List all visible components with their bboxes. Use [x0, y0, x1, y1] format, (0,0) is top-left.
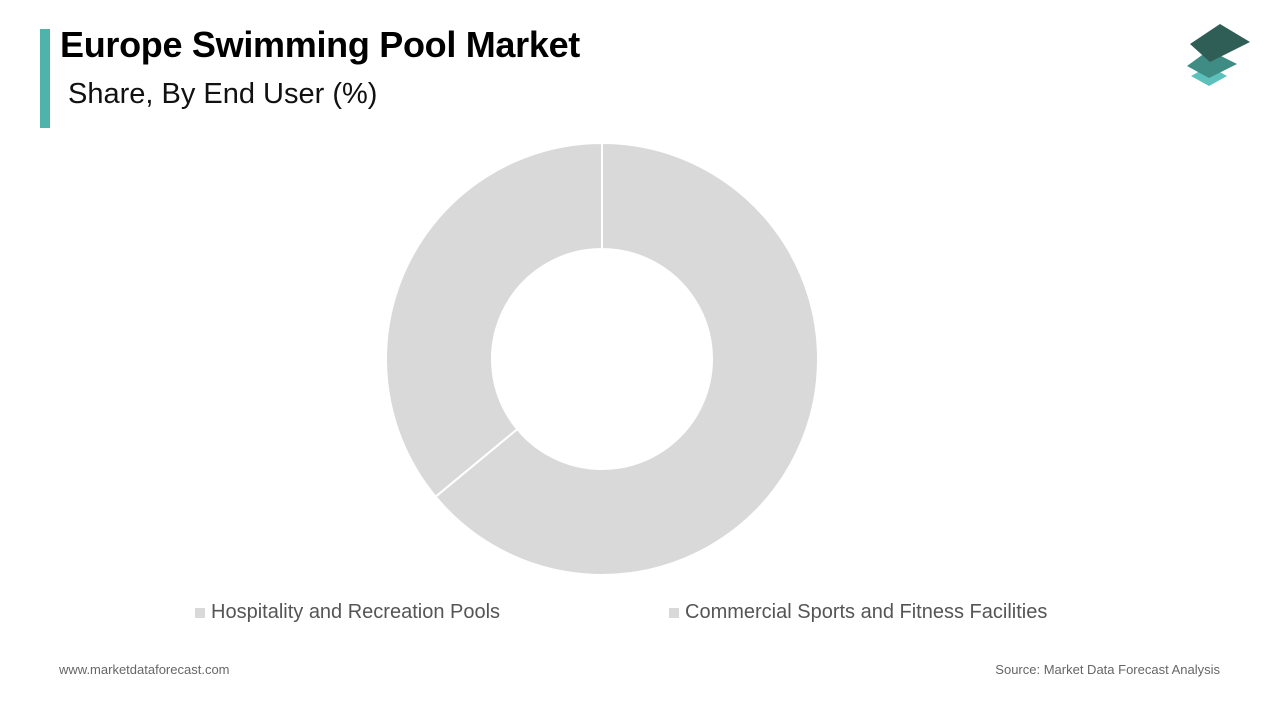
- legend-swatch: [669, 607, 679, 618]
- legend-label: Commercial Sports and Fitness Facilities: [685, 601, 1048, 623]
- legend-swatch: [195, 607, 205, 618]
- stacked-layers-icon: [1187, 24, 1250, 86]
- legend-item: Hospitality and Recreation Pools: [195, 601, 500, 624]
- logo-layer-top: [1190, 24, 1250, 62]
- source-note: Source: Market Data Forecast Analysis: [995, 662, 1220, 677]
- website-url: www.marketdataforecast.com: [59, 662, 230, 677]
- legend-label: Hospitality and Recreation Pools: [211, 601, 501, 623]
- chart-title: Europe Swimming Pool Market: [60, 24, 580, 65]
- donut-slice: [434, 141, 819, 576]
- donut-slice: [385, 141, 603, 499]
- chart-subtitle: Share, By End User (%): [68, 78, 378, 110]
- title-accent-bar: [40, 29, 50, 128]
- logo-layer-middle: [1187, 50, 1237, 78]
- legend-item: Commercial Sports and Fitness Facilities: [669, 601, 1047, 624]
